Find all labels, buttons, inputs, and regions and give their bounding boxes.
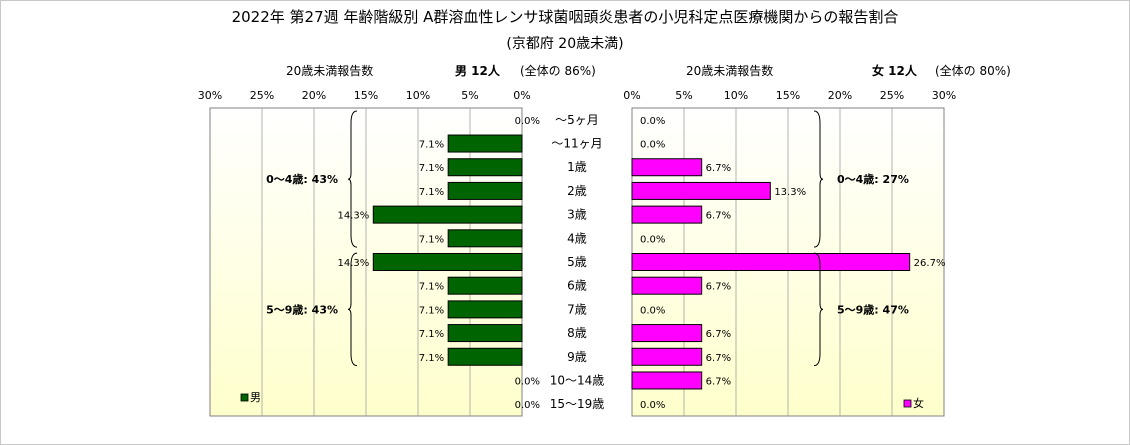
chart-title: 2022年 第27週 年齢階級別 A群溶血性レンサ球菌咽頭炎患者の小児科定点医療… xyxy=(231,8,899,26)
category-label: ～5ヶ月 xyxy=(555,113,599,127)
category-label: 10～14歳 xyxy=(550,373,605,387)
female-bar xyxy=(631,276,703,295)
male-bar xyxy=(372,205,523,224)
male-bar xyxy=(447,300,523,319)
male-bar xyxy=(447,158,523,177)
male-count-label: 男 12人 xyxy=(455,64,500,78)
male-x-tick-label: 20% xyxy=(302,89,326,102)
male-group-label: 5～9歳: 43% xyxy=(266,302,338,316)
male-legend-swatch xyxy=(240,393,249,402)
female-bar xyxy=(631,205,703,224)
female-axis-title: 20歳未満報告数 xyxy=(686,64,774,78)
female-data-label: 0.0% xyxy=(640,234,665,245)
male-data-label: 7.1% xyxy=(419,282,444,293)
female-legend-swatch xyxy=(903,399,912,408)
female-data-label: 6.7% xyxy=(706,376,731,387)
male-bar xyxy=(447,181,523,200)
male-data-label: 7.1% xyxy=(419,329,444,340)
female-x-tick-label: 25% xyxy=(880,89,904,102)
female-bar xyxy=(631,158,703,177)
male-axis-title: 20歳未満報告数 xyxy=(286,64,374,78)
female-x-tick-label: 0% xyxy=(623,89,640,102)
female-bar xyxy=(631,253,911,271)
male-x-tick-label: 25% xyxy=(250,89,274,102)
category-label: 5歳 xyxy=(567,255,587,269)
chart-subtitle: (京都府 20歳未満) xyxy=(506,36,624,52)
female-data-label: 0.0% xyxy=(640,116,665,127)
category-label: 1歳 xyxy=(567,160,587,174)
female-bar xyxy=(631,181,771,200)
category-label: ～11ヶ月 xyxy=(551,137,602,151)
female-group-label: 5～9歳: 47% xyxy=(837,302,909,316)
male-group-brace xyxy=(347,252,358,367)
category-label: 9歳 xyxy=(567,350,587,364)
male-bar xyxy=(447,229,523,248)
male-x-tick-label: 15% xyxy=(354,89,378,102)
female-group-brace xyxy=(813,252,824,367)
category-label: 6歳 xyxy=(567,279,587,293)
male-data-label: 7.1% xyxy=(419,140,444,151)
female-data-label: 6.7% xyxy=(706,353,731,364)
male-bar xyxy=(447,134,523,153)
male-x-tick-label: 10% xyxy=(406,89,430,102)
male-x-tick-label: 0% xyxy=(513,89,530,102)
male-data-label: 14.3% xyxy=(337,211,369,222)
male-legend-label: 男 xyxy=(250,391,261,404)
female-data-label: 6.7% xyxy=(706,211,731,222)
male-data-label: 0.0% xyxy=(515,116,540,127)
category-label: 7歳 xyxy=(567,302,587,316)
female-group-label: 0～4歳: 27% xyxy=(837,172,909,186)
category-label: 3歳 xyxy=(567,208,587,222)
female-data-label: 26.7% xyxy=(914,258,946,269)
category-label: 8歳 xyxy=(567,326,587,340)
female-count-label: 女 12人 xyxy=(872,64,917,78)
female-share-label: (全体の 80%) xyxy=(935,64,1011,78)
male-data-label: 7.1% xyxy=(419,305,444,316)
male-data-label: 7.1% xyxy=(419,187,444,198)
female-x-tick-label: 30% xyxy=(932,89,956,102)
male-data-label: 7.1% xyxy=(419,163,444,174)
category-label: 2歳 xyxy=(567,184,587,198)
female-data-label: 13.3% xyxy=(774,187,806,198)
male-bar xyxy=(447,347,523,366)
category-label: 4歳 xyxy=(567,231,587,245)
female-x-tick-label: 20% xyxy=(828,89,852,102)
male-x-tick-label: 5% xyxy=(461,89,478,102)
female-data-label: 0.0% xyxy=(640,305,665,316)
male-group-label: 0～4歳: 43% xyxy=(266,172,338,186)
female-data-label: 6.7% xyxy=(706,329,731,340)
female-legend-label: 女 xyxy=(913,396,924,410)
male-data-label: 0.0% xyxy=(515,376,540,387)
female-data-label: 6.7% xyxy=(706,282,731,293)
male-x-tick-label: 30% xyxy=(198,89,222,102)
male-bar xyxy=(372,253,523,271)
male-data-label: 7.1% xyxy=(419,353,444,364)
female-x-tick-label: 10% xyxy=(724,89,748,102)
male-data-label: 7.1% xyxy=(419,234,444,245)
male-bar xyxy=(447,276,523,295)
female-data-label: 0.0% xyxy=(640,400,665,411)
male-data-label: 0.0% xyxy=(515,400,540,411)
male-data-label: 14.3% xyxy=(337,258,369,269)
male-share-label: (全体の 86%) xyxy=(520,64,596,78)
female-data-label: 0.0% xyxy=(640,140,665,151)
female-bar xyxy=(631,371,703,390)
female-group-brace xyxy=(813,110,824,248)
male-bar xyxy=(447,324,523,343)
category-label: 15～19歳 xyxy=(550,397,605,411)
female-x-tick-label: 15% xyxy=(776,89,800,102)
female-bar xyxy=(631,324,703,343)
female-bar xyxy=(631,347,703,366)
male-group-brace xyxy=(347,110,358,248)
female-x-tick-label: 5% xyxy=(675,89,692,102)
female-data-label: 6.7% xyxy=(706,163,731,174)
